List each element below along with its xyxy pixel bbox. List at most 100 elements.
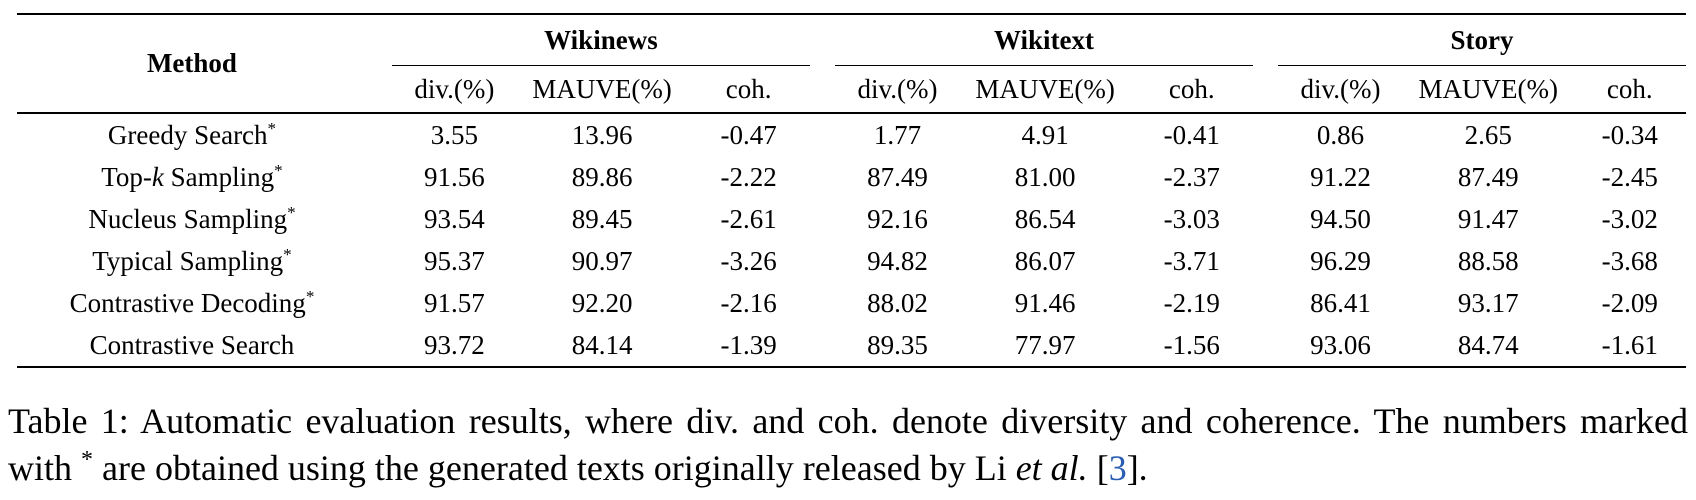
table-cell: -1.61 [1601,329,1658,360]
table-cell: -3.26 [720,245,777,276]
column-gap [1253,324,1278,367]
table-cell: -2.37 [1163,161,1220,192]
table-row: Top-k Sampling* 91.56 89.86 -2.22 87.49 81.00… [17,156,1686,198]
star-marker: * [305,286,315,306]
table-cell: -2.16 [720,287,777,318]
table-cell: -3.03 [1163,203,1220,234]
sub-header-mauve: MAUVE(%) [532,73,672,104]
column-gap [810,198,835,240]
table-row: Greedy Search* 3.55 13.96 -0.47 1.77 4.91 -0.4… [17,113,1686,156]
table-cell: 89.86 [571,161,633,192]
column-gap [1253,240,1278,282]
column-gap [367,198,392,240]
table-cell: 90.97 [571,245,633,276]
column-gap [367,324,392,367]
column-gap [810,156,835,198]
table-cell: 93.17 [1457,287,1519,318]
sub-header-coh: coh. [725,73,772,104]
citation[interactable]: [3]. [1096,448,1148,488]
table-row: Nucleus Sampling* 93.54 89.45 -2.61 92.16 86.… [17,198,1686,240]
table-cell: -1.39 [720,329,777,360]
column-gap [810,240,835,282]
table-cell: -0.47 [720,119,777,150]
table-cell: -2.22 [720,161,777,192]
table-cell: 94.50 [1310,203,1371,234]
table-cell: -0.34 [1601,119,1658,150]
method-name: Typical Sampling* [92,244,292,276]
method-name: Top-k Sampling* [101,160,283,192]
table-cell: 89.45 [571,203,633,234]
table-cell: 4.91 [1021,119,1069,150]
sub-header-div: div.(%) [1300,73,1381,104]
star-marker: * [274,160,283,180]
table-cell: 13.96 [571,119,633,150]
column-gap [810,324,835,367]
caption-star: * [81,447,94,473]
column-gap [367,240,392,282]
method-name: Greedy Search* [107,118,277,150]
column-gap [810,113,835,156]
table-cell: 91.57 [424,287,485,318]
table-caption: Table 1: Automatic evaluation results, w… [8,398,1688,492]
caption-text: Automatic evaluation results, where div.… [8,401,1689,488]
table-cell: -3.68 [1601,245,1658,276]
table-cell: -0.41 [1163,119,1220,150]
table-cell: 86.41 [1310,287,1371,318]
sub-header-coh: coh. [1168,73,1215,104]
table-cell: 91.56 [424,161,485,192]
sub-header-row: div.(%) MAUVE(%) coh. div.(%) MAUVE(%) c… [17,66,1686,113]
table-cell: 93.54 [424,203,485,234]
column-gap [1253,282,1278,324]
table-cell: 91.46 [1014,287,1076,318]
table-cell: 92.20 [571,287,633,318]
table-row: Contrastive Decoding* 91.57 92.20 -2.16 88.0… [17,282,1686,324]
table-cell: 86.07 [1014,245,1076,276]
table-cell: -3.02 [1601,203,1658,234]
table-cell: 89.35 [867,329,928,360]
group-header-wikinews: Wikinews [391,14,810,66]
table-cell: -1.56 [1163,329,1220,360]
table-cell: 86.54 [1014,203,1076,234]
caption-label: Table 1: [8,401,129,441]
table-cell: 88.02 [867,287,928,318]
group-header-story: Story [1278,14,1686,66]
star-marker: * [267,118,277,138]
table-cell: 2.65 [1464,119,1512,150]
table-cell: 87.49 [1457,161,1519,192]
table-cell: 92.16 [867,203,928,234]
method-column-header: Method [146,48,237,78]
table-cell: 93.06 [1310,329,1371,360]
table-cell: 84.74 [1457,329,1519,360]
table-cell: 81.00 [1014,161,1076,192]
table-body: Greedy Search* 3.55 13.96 -0.47 1.77 4.91 -0.4… [17,113,1686,367]
sub-header-div: div.(%) [414,73,495,104]
sub-header-coh: coh. [1606,73,1653,104]
table-cell: -2.09 [1601,287,1658,318]
table-cell: 87.49 [867,161,928,192]
sub-header-mauve: MAUVE(%) [975,73,1115,104]
method-name: Contrastive Search [89,329,295,360]
table-cell: 1.77 [873,119,922,150]
sub-header-div: div.(%) [857,73,938,104]
table-cell: 77.97 [1014,329,1076,360]
table-cell: -2.45 [1601,161,1658,192]
table-cell: 96.29 [1310,245,1371,276]
table-cell: 0.86 [1316,119,1365,150]
column-gap [1253,198,1278,240]
table-cell: -2.19 [1163,287,1220,318]
table-row: Typical Sampling* 95.37 90.97 -3.26 94.82 86.… [17,240,1686,282]
results-table: Method Wikinews Wikitext Story div.(%) M… [17,13,1686,368]
caption-et-al: et al. [1015,448,1088,488]
table-cell: 3.55 [430,119,479,150]
table-cell: 84.14 [571,329,633,360]
table-row: Contrastive Search 93.72 84.14 -1.39 89.35 77… [17,324,1686,367]
citation-link[interactable]: 3 [1108,448,1127,488]
column-gap [810,282,835,324]
star-marker: * [283,244,292,264]
column-gap [1253,156,1278,198]
table-cell: 94.82 [867,245,928,276]
method-name: Nucleus Sampling* [88,202,296,234]
group-header-wikitext: Wikitext [834,14,1254,66]
table-cell: 95.37 [424,245,485,276]
star-marker: * [287,202,296,222]
